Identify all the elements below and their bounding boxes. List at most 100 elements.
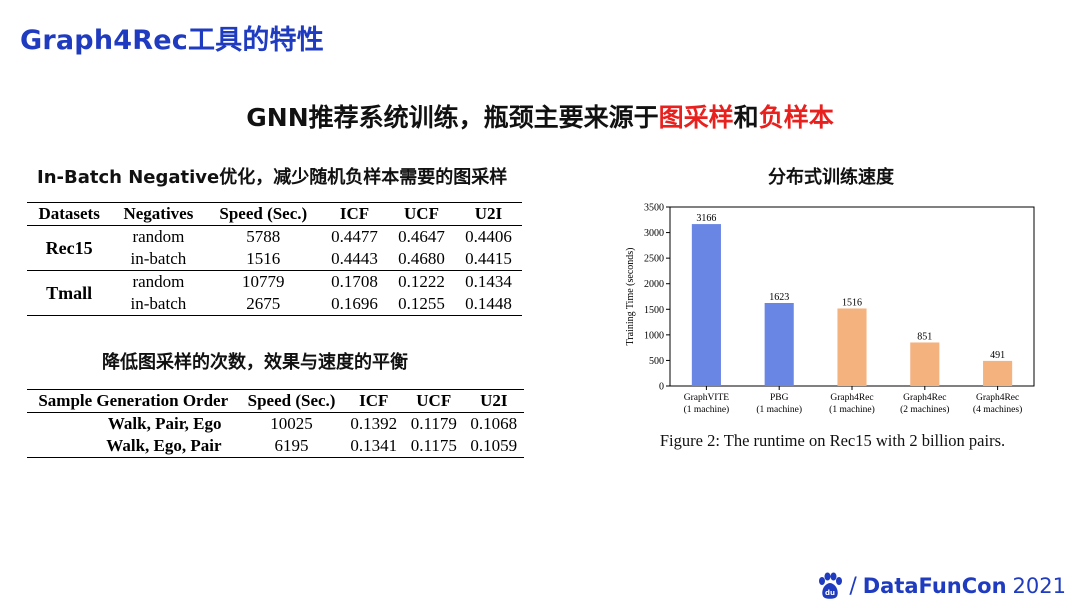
y-tick-label: 1500 <box>644 305 664 316</box>
x-tick-label: Graph4Rec <box>903 393 946 403</box>
sample-order-table: Sample Generation Order Speed (Sec.) ICF… <box>27 389 524 458</box>
headline-text: GNN推荐系统训练，瓶颈主要来源于 <box>246 103 659 132</box>
y-tick-label: 1000 <box>644 330 664 341</box>
table-row: Tmall random 10779 0.1708 0.1222 0.1434 <box>27 271 522 303</box>
table-cell: 0.1392 <box>350 414 398 433</box>
table-cell: 0.1255 <box>398 294 445 313</box>
x-tick-label: (1 machine) <box>684 404 730 415</box>
table-cell: 0.4477 <box>331 227 378 246</box>
bar <box>691 224 721 386</box>
table-cell: 0.4647 <box>398 227 445 246</box>
table-cell: 5788 <box>246 227 281 246</box>
footer-year: 2021 <box>1012 574 1066 598</box>
y-axis-label: Training Time (seconds) <box>625 248 636 346</box>
table-row: Walk, Pair, Ego 10025 0.1392 0.1179 0.10… <box>27 413 524 436</box>
footer-brand-name: DataFunCon <box>862 574 1007 598</box>
runtime-chart: 0 500 1000 1500 2000 2500 3000 3500 Training Tim… <box>620 195 1050 425</box>
x-tick-label: (2 machines) <box>900 404 949 415</box>
table-cell: in-batch <box>130 249 187 268</box>
dataset-tmall: Tmall <box>46 283 93 303</box>
chart-section-title: 分布式训练速度 <box>768 167 894 188</box>
headline: GNN推荐系统训练，瓶颈主要来源于图采样和负样本 <box>0 98 1080 134</box>
table-cell: 0.4443 <box>331 249 378 268</box>
table-cell: 0.1175 <box>410 436 457 455</box>
table-cell: 10025 <box>270 414 313 433</box>
table-header-row: Datasets Negatives Speed (Sec.) ICF UCF … <box>27 202 522 226</box>
table-cell: 0.1068 <box>470 414 518 433</box>
headline-highlight-graph-sampling: 图采样 <box>658 103 734 132</box>
headline-highlight-negative-samples: 负样本 <box>758 103 834 132</box>
x-tick-label: (1 machine) <box>756 404 802 415</box>
col-ucf: UCF <box>404 204 439 223</box>
chart-svg: 0 500 1000 1500 2000 2500 3000 3500 Training Tim… <box>625 203 1035 415</box>
table-cell: 0.1448 <box>465 294 512 313</box>
bar-value-label: 491 <box>990 350 1005 361</box>
col-speed: Speed (Sec.) <box>247 391 336 410</box>
bar <box>764 302 794 386</box>
col-sample-order: Sample Generation Order <box>38 391 229 410</box>
dataset-rec15: Rec15 <box>45 238 93 258</box>
bar-value-label: 1623 <box>769 292 789 303</box>
table-cell: Walk, Pair, Ego <box>107 414 222 433</box>
y-tick-label: 2000 <box>644 279 664 290</box>
inbatch-table: Datasets Negatives Speed (Sec.) ICF UCF … <box>27 202 522 316</box>
col-ucf: UCF <box>416 391 452 410</box>
headline-connector: 和 <box>733 103 759 132</box>
table-cell: 0.1059 <box>470 436 518 455</box>
table1-title: In-Batch Negative优化，减少随机负样本需要的图采样 <box>37 167 508 188</box>
table-cell: 0.1708 <box>331 272 378 291</box>
col-icf: ICF <box>359 391 389 410</box>
bar-value-label: 1516 <box>842 297 862 308</box>
table-cell: 0.1696 <box>331 294 378 313</box>
y-tick-label: 500 <box>649 356 664 367</box>
col-u2i: U2I <box>474 204 503 223</box>
table-cell: 2675 <box>246 294 281 313</box>
y-tick-label: 2500 <box>644 254 664 265</box>
table-cell: 6195 <box>274 436 309 455</box>
paw-logo-icon: du <box>819 572 843 599</box>
bar <box>910 342 940 386</box>
slide-title: Graph4Rec工具的特性 <box>20 25 324 56</box>
bar-value-label: 3166 <box>696 213 716 224</box>
y-tick-label: 3500 <box>644 203 664 214</box>
col-icf: ICF <box>339 204 370 223</box>
table-cell: 10779 <box>242 272 285 291</box>
chart-caption: Figure 2: The runtime on Rec15 with 2 bi… <box>659 431 1006 450</box>
table-cell: 0.4415 <box>465 249 512 268</box>
footer-slash: / <box>849 573 857 599</box>
table-cell: 0.1222 <box>398 272 445 291</box>
x-tick-label: GraphVITE <box>684 393 730 403</box>
footer-brand: du / DataFunCon 2021 <box>817 572 1066 600</box>
table-row: in-batch 1516 0.4443 0.4680 0.4415 <box>27 248 522 271</box>
table-row: Walk, Ego, Pair 6195 0.1341 0.1175 0.105… <box>27 435 524 458</box>
table-cell: in-batch <box>130 294 187 313</box>
table-row: Rec15 random 5788 0.4477 0.4647 0.4406 <box>27 226 522 258</box>
x-tick-label: (1 machine) <box>829 404 875 415</box>
table-cell: 0.1434 <box>465 272 512 291</box>
logo-text: du <box>825 589 835 597</box>
col-negatives: Negatives <box>123 204 194 223</box>
col-speed: Speed (Sec.) <box>219 204 308 223</box>
table2-title: 降低图采样的次数，效果与速度的平衡 <box>102 352 408 373</box>
x-tick-label: (4 machines) <box>973 404 1022 415</box>
x-tick-label: PBG <box>770 393 789 403</box>
table-cell: random <box>132 227 185 246</box>
table-cell: 0.1179 <box>410 414 457 433</box>
col-u2i: U2I <box>480 391 508 410</box>
col-datasets: Datasets <box>38 204 100 223</box>
x-tick-label: Graph4Rec <box>830 393 873 403</box>
y-tick-label: 3000 <box>644 228 664 239</box>
y-tick-label: 0 <box>659 382 664 393</box>
table-cell: 0.1341 <box>350 436 398 455</box>
table-row: in-batch 2675 0.1696 0.1255 0.1448 <box>27 293 522 316</box>
bar <box>983 360 1013 386</box>
table-header-row: Sample Generation Order Speed (Sec.) ICF… <box>27 389 524 413</box>
table-cell: 0.4406 <box>465 227 512 246</box>
table-cell: 0.4680 <box>398 249 445 268</box>
table-cell: Walk, Ego, Pair <box>106 436 222 455</box>
table-cell: random <box>132 272 185 291</box>
bar-value-label: 851 <box>917 331 932 342</box>
bar <box>837 308 867 386</box>
x-tick-label: Graph4Rec <box>976 393 1019 403</box>
table-cell: 1516 <box>246 249 281 268</box>
